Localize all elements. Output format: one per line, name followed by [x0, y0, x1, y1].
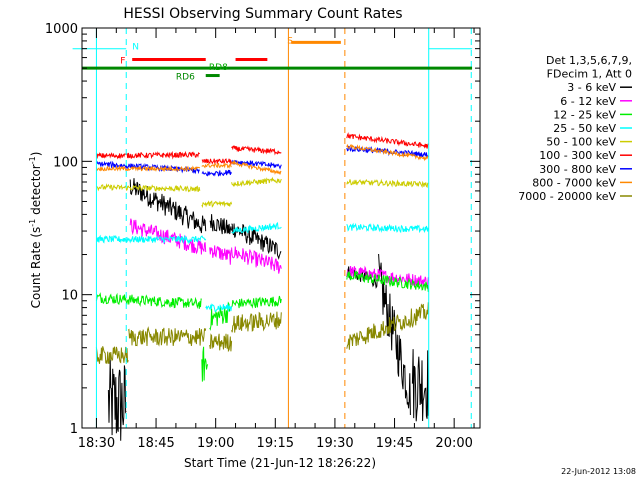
series-3-segment-4	[346, 222, 429, 234]
y-tick-label-2: 100	[53, 155, 78, 170]
series-8-segment-2	[209, 333, 233, 353]
series-8-segment-1	[127, 326, 207, 347]
y-axis-label-mid: detector	[29, 164, 43, 219]
series-7-segment-0	[95, 164, 201, 173]
series-8-segment-3	[231, 311, 282, 333]
series-4-segment-1	[201, 200, 233, 209]
series-5-segment-1	[201, 158, 233, 166]
plot-timestamp: 22-Jun-2012 13:08	[561, 467, 636, 476]
series-5-segment-2	[231, 145, 282, 156]
x-tick-label-1: 18:45	[137, 436, 174, 451]
series-4-segment-0	[96, 183, 201, 193]
y-axis-label-sup2: -1	[28, 156, 37, 164]
series-4-segment-3	[346, 178, 429, 189]
series-0-segment-1	[129, 178, 207, 234]
y-tick-label-0: 1	[70, 422, 78, 437]
flag-label-4: RD6	[176, 73, 195, 83]
flag-label-1: F	[120, 57, 125, 67]
y-axis-label-sup: -1	[28, 219, 37, 227]
series-5-segment-0	[95, 150, 200, 160]
series-0-segment-6	[411, 349, 429, 422]
legend-label-5: 100 - 300 keV	[539, 149, 616, 162]
x-axis-label: Start Time (21-Jun-12 18:26:22)	[184, 456, 376, 470]
legend-label-0: 3 - 6 keV	[567, 81, 616, 94]
y-axis-label: Count Rate (s-1 detector-1)	[28, 152, 43, 309]
x-tick-label-5: 19:45	[376, 436, 413, 451]
series-0-segment-3	[231, 223, 282, 260]
x-tick-label-0: 18:30	[78, 436, 115, 451]
legend: Det 1,3,5,6,7,9,FDecim 1, Att 03 - 6 keV…	[518, 54, 632, 203]
legend-label-6: 300 - 800 keV	[539, 163, 616, 176]
x-tick-label-6: 20:00	[435, 436, 472, 451]
flag-label-0: N	[132, 42, 139, 52]
flag-label-5: S	[287, 36, 293, 46]
series-4-segment-2	[231, 176, 282, 188]
plot-area: NF RD8 RD6 S 1 10 100 1000 18:30 18:45 19:00 19:15 1…	[45, 22, 481, 451]
series-0-segment-0	[107, 358, 127, 441]
legend-label-3: 25 - 50 keV	[553, 122, 616, 135]
series-5-segment-3	[346, 132, 429, 149]
series-3-segment-3	[231, 222, 282, 234]
legend-label-7: 800 - 7000 keV	[532, 176, 616, 189]
legend-label-1: 6 - 12 keV	[560, 95, 616, 108]
series-8-segment-4	[346, 302, 429, 350]
legend-label-8: 7000 - 20000 keV	[518, 190, 616, 203]
series-0-segment-2	[209, 214, 233, 235]
series-1-segment-1	[209, 245, 233, 265]
series-3-segment-1	[96, 234, 207, 245]
plot-frame	[81, 27, 481, 429]
series-7-segment-2	[231, 159, 282, 175]
legend-label-4: 50 - 100 keV	[546, 136, 616, 149]
x-tick-label-3: 19:15	[257, 436, 294, 451]
legend-header-0: Det 1,3,5,6,7,9,	[546, 54, 632, 67]
chart-title: HESSI Observing Summary Count Rates	[123, 6, 402, 22]
x-tick-label-2: 19:00	[197, 436, 234, 451]
legend-header-1: FDecim 1, Att 0	[547, 68, 632, 81]
y-axis-label-suffix: )	[29, 152, 43, 157]
series-2-segment-3	[231, 295, 282, 309]
series-7-segment-3	[346, 144, 429, 162]
series-6-segment-2	[231, 159, 282, 170]
series-1-segment-2	[231, 246, 282, 274]
y-tick-label-3: 1000	[45, 22, 78, 37]
y-tick-label-1: 10	[61, 289, 78, 304]
legend-label-2: 12 - 25 keV	[553, 108, 616, 121]
x-tick-label-4: 19:30	[316, 436, 353, 451]
series-6-segment-1	[201, 169, 233, 177]
y-axis-label-prefix: Count Rate (s	[29, 227, 43, 309]
series-3-segment-2	[205, 303, 233, 313]
series-7-segment-1	[201, 162, 232, 169]
series-1-segment-0	[129, 218, 207, 255]
series-8-segment-0	[95, 346, 129, 364]
series-2-segment-0	[95, 292, 202, 310]
series-2-segment-1	[201, 346, 209, 382]
series-0-segment-5	[378, 253, 411, 416]
series-2-segment-2	[209, 301, 231, 331]
flag-label-3: RD8	[209, 63, 228, 73]
series-2-segment-4	[346, 270, 429, 292]
